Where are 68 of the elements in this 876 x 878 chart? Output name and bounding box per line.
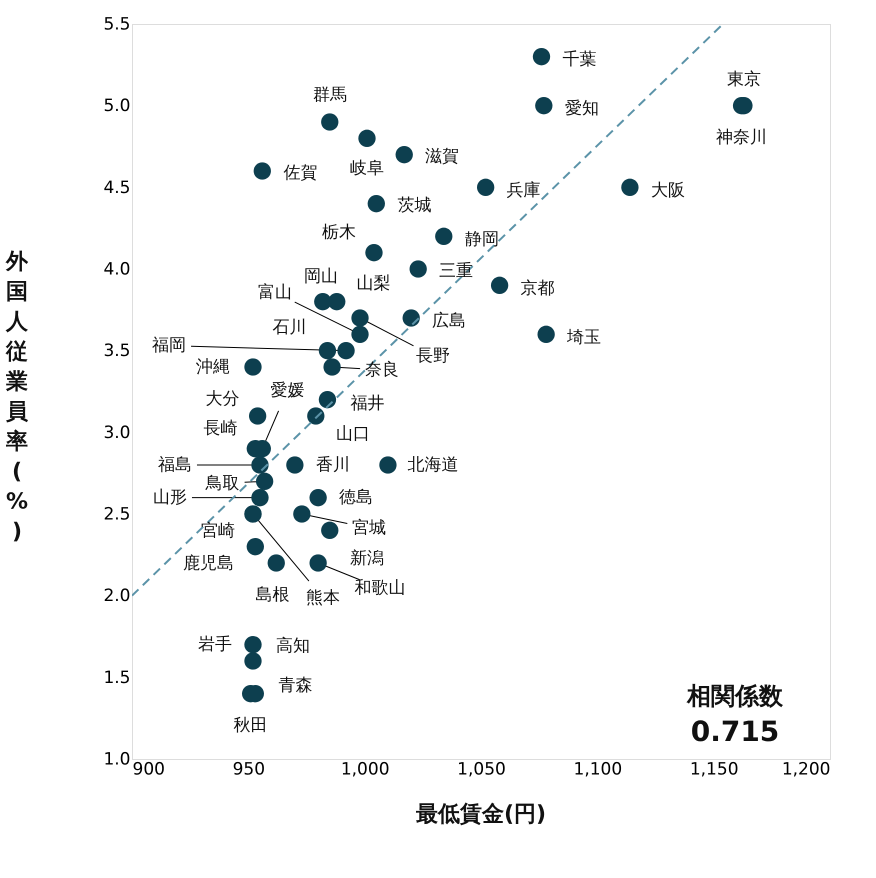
y-tick-label: 5.0 xyxy=(103,96,130,116)
y-tick-label: 5.5 xyxy=(103,14,130,34)
annotation: 大阪 xyxy=(650,180,685,200)
annotation: 山口 xyxy=(336,424,370,444)
y-tick-label: 3.0 xyxy=(103,422,130,443)
annotation: 富山 xyxy=(258,282,292,302)
x-axis-title: 最低賃金(円) xyxy=(414,802,546,827)
annotation: 鹿児島 xyxy=(182,554,234,574)
annotation: 大分 xyxy=(206,389,240,409)
annotation: 山形 xyxy=(152,488,187,508)
annotation: 石川 xyxy=(272,318,306,338)
annotation: 兵庫 xyxy=(506,180,541,200)
y-tick-label: 3.5 xyxy=(103,341,130,362)
annotation: 青森 xyxy=(278,676,312,696)
annotation: 茨城 xyxy=(397,196,432,216)
annotation: 熊本 xyxy=(306,588,340,608)
annotation: 広島 xyxy=(432,311,466,331)
annotation: 東京 xyxy=(726,70,761,90)
annotation: 京都 xyxy=(520,278,555,298)
x-tick-label: 900 xyxy=(132,760,165,780)
annotation: 宮城 xyxy=(352,518,386,538)
annotation: 静岡 xyxy=(464,229,499,250)
annotation: 長崎 xyxy=(203,418,238,439)
x-tick-label: 1,100 xyxy=(573,760,622,780)
annotation: 福島 xyxy=(158,455,192,475)
y-tick-label: 4.5 xyxy=(103,178,130,198)
x-tick-label: 1,000 xyxy=(340,760,390,780)
annotation: 長野 xyxy=(416,346,450,366)
annotation: 栃木 xyxy=(322,222,356,243)
annotation: 香川 xyxy=(316,455,350,475)
x-tick-label: 950 xyxy=(232,760,266,780)
annotation: 福井 xyxy=(350,394,384,414)
annotation: 島根 xyxy=(255,585,290,605)
annotation: 鳥取 xyxy=(204,473,240,494)
annotation: 0.715 xyxy=(690,715,780,748)
annotation: 岐阜 xyxy=(350,158,384,178)
annotation: 徳島 xyxy=(339,488,374,508)
x-tick-label: 1,150 xyxy=(690,760,739,780)
annotation: 宮崎 xyxy=(200,521,235,541)
annotation: 愛媛 xyxy=(270,380,304,401)
x-tick-label: 1,050 xyxy=(457,760,506,780)
annotation: 埼玉 xyxy=(566,327,602,348)
annotation: 山梨 xyxy=(356,274,391,294)
y-tick-label: 2.5 xyxy=(103,504,130,524)
annotation: 高知 xyxy=(276,636,310,656)
annotation: 愛知 xyxy=(564,98,599,119)
annotation: 北海道 xyxy=(407,455,458,475)
annotation: 福岡 xyxy=(152,336,186,356)
annotation: 相関係数 xyxy=(686,682,784,710)
annotation: 神奈川 xyxy=(716,128,768,148)
annotation: 群馬 xyxy=(312,85,347,105)
annotation: 千葉 xyxy=(562,50,596,70)
annotation: 岩手 xyxy=(198,634,232,655)
annotation: 滋賀 xyxy=(425,146,460,167)
annotation: 秋田 xyxy=(234,716,268,736)
annotation: 三重 xyxy=(439,261,474,281)
y-tick-label: 1.5 xyxy=(103,668,130,688)
annotation: 奈良 xyxy=(365,360,400,380)
y-tick-label: 1.0 xyxy=(103,750,130,770)
x-tick-label: 1,200 xyxy=(782,760,830,780)
annotation: 沖縄 xyxy=(196,357,230,377)
text: 外国人従業員率(%) xyxy=(6,250,28,544)
annotation: 新潟 xyxy=(350,548,384,568)
y-tick-label: 4.0 xyxy=(103,260,130,280)
annotation: 岡山 xyxy=(304,266,338,287)
y-tick-label: 2.0 xyxy=(103,586,130,606)
annotation: 佐賀 xyxy=(283,163,318,183)
annotation: 和歌山 xyxy=(354,578,406,598)
